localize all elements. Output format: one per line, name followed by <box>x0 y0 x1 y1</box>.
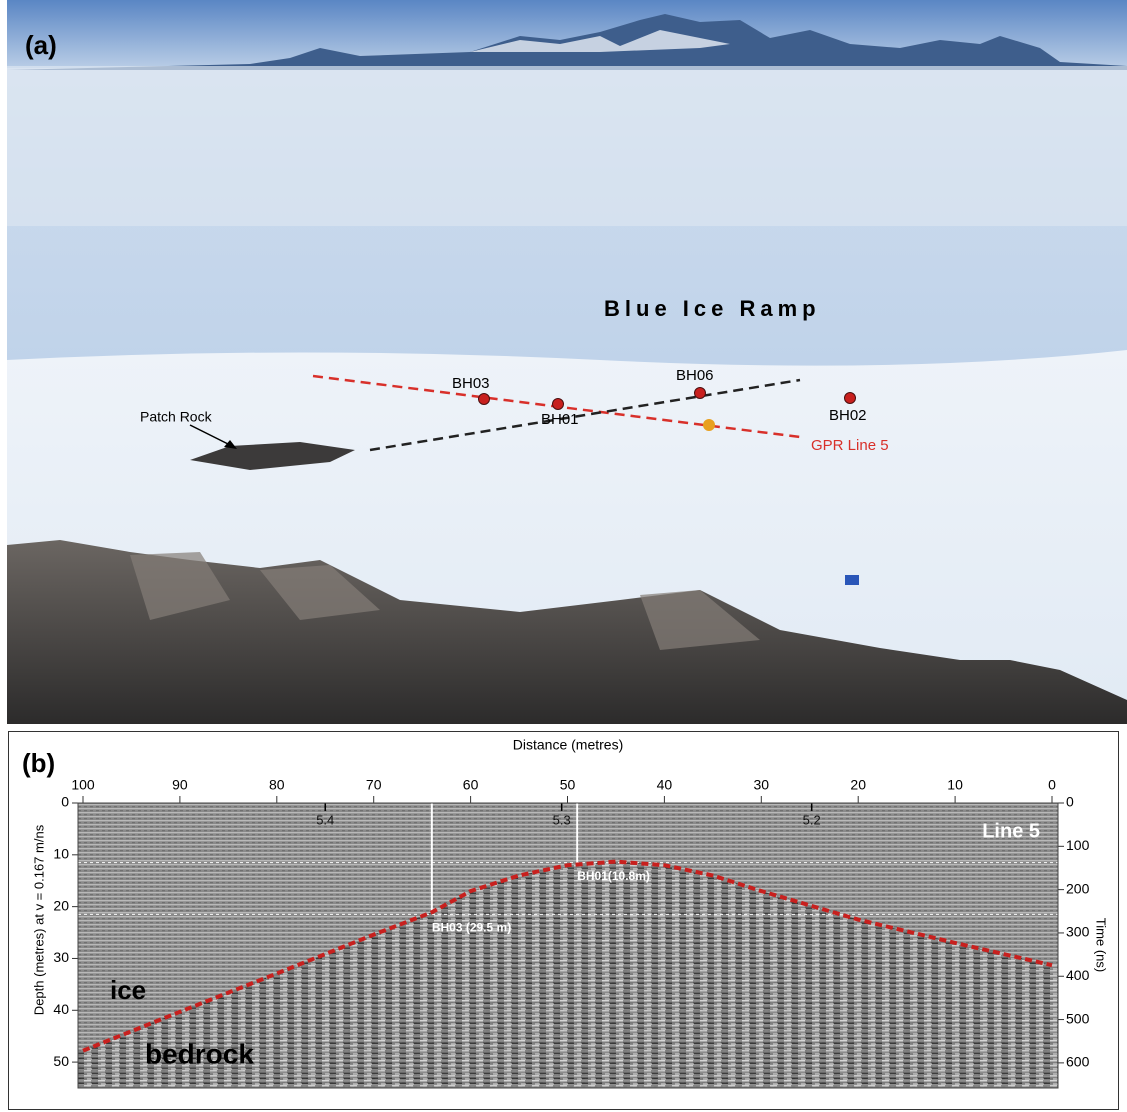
secondary-tick-label: 5.4 <box>316 812 334 827</box>
bedrock-line <box>82 859 1053 1053</box>
photo <box>7 0 1127 724</box>
y2-axis-label: Time (ns) <box>1094 918 1109 972</box>
x-tick-label: 60 <box>463 777 479 793</box>
line-label: GPR Line 5 <box>811 437 889 454</box>
x-tick-label: 80 <box>269 777 285 793</box>
x-axis-label: Distance (metres) <box>513 737 623 753</box>
x-tick-label: 0 <box>1048 777 1056 793</box>
y2-tick-label: 100 <box>1066 837 1090 853</box>
area-title: Blue Ice Ramp <box>604 296 821 321</box>
region-label: bedrock <box>145 1038 254 1069</box>
x-tick-label: 20 <box>850 777 866 793</box>
x-tick-label: 10 <box>947 777 963 793</box>
y-tick-label: 30 <box>53 949 69 965</box>
y-tick-label: 0 <box>61 794 69 810</box>
panel-label: (b) <box>22 748 55 778</box>
borehole-label: BH02 <box>829 407 867 424</box>
y2-tick-label: 400 <box>1066 967 1090 983</box>
x-tick-label: 50 <box>560 777 576 793</box>
plot: (b) Distance (metres) Depth (metres) at v … <box>22 737 1109 1089</box>
radargram <box>78 803 1058 1088</box>
y2-tick-label: 200 <box>1066 880 1090 896</box>
y2-tick-label: 600 <box>1066 1054 1090 1070</box>
borehole-label: BH01(10.8m) <box>577 869 650 883</box>
borehole-label: BH01 <box>541 411 579 428</box>
y-axis-label: Depth (metres) at v = 0.167 m/ns <box>31 824 46 1015</box>
borehole-label: BH06 <box>676 367 714 384</box>
y-tick-label: 50 <box>53 1053 69 1069</box>
x-tick-label: 100 <box>71 777 95 793</box>
x-tick-label: 40 <box>657 777 673 793</box>
y2-tick-label: 300 <box>1066 924 1090 940</box>
panel-label: (a) <box>25 30 57 60</box>
x-tick-label: 70 <box>366 777 382 793</box>
y-tick-label: 40 <box>53 1001 69 1017</box>
borehole-label: BH03 <box>452 375 490 392</box>
x-tick-label: 90 <box>172 777 188 793</box>
chart-title: Line 5 <box>982 820 1040 842</box>
plot-border <box>77 802 1059 1089</box>
y2-tick-label: 0 <box>1066 794 1074 810</box>
y2-tick-label: 500 <box>1066 1010 1090 1026</box>
feature-label: Patch Rock <box>140 409 213 425</box>
x-tick-label: 30 <box>754 777 770 793</box>
y-tick-label: 10 <box>53 846 69 862</box>
y-tick-label: 20 <box>53 897 69 913</box>
borehole-label: BH03 (29.5 m) <box>432 921 511 935</box>
secondary-tick-label: 5.2 <box>803 812 821 827</box>
secondary-tick-label: 5.3 <box>553 812 571 827</box>
region-label: ice <box>110 975 146 1005</box>
